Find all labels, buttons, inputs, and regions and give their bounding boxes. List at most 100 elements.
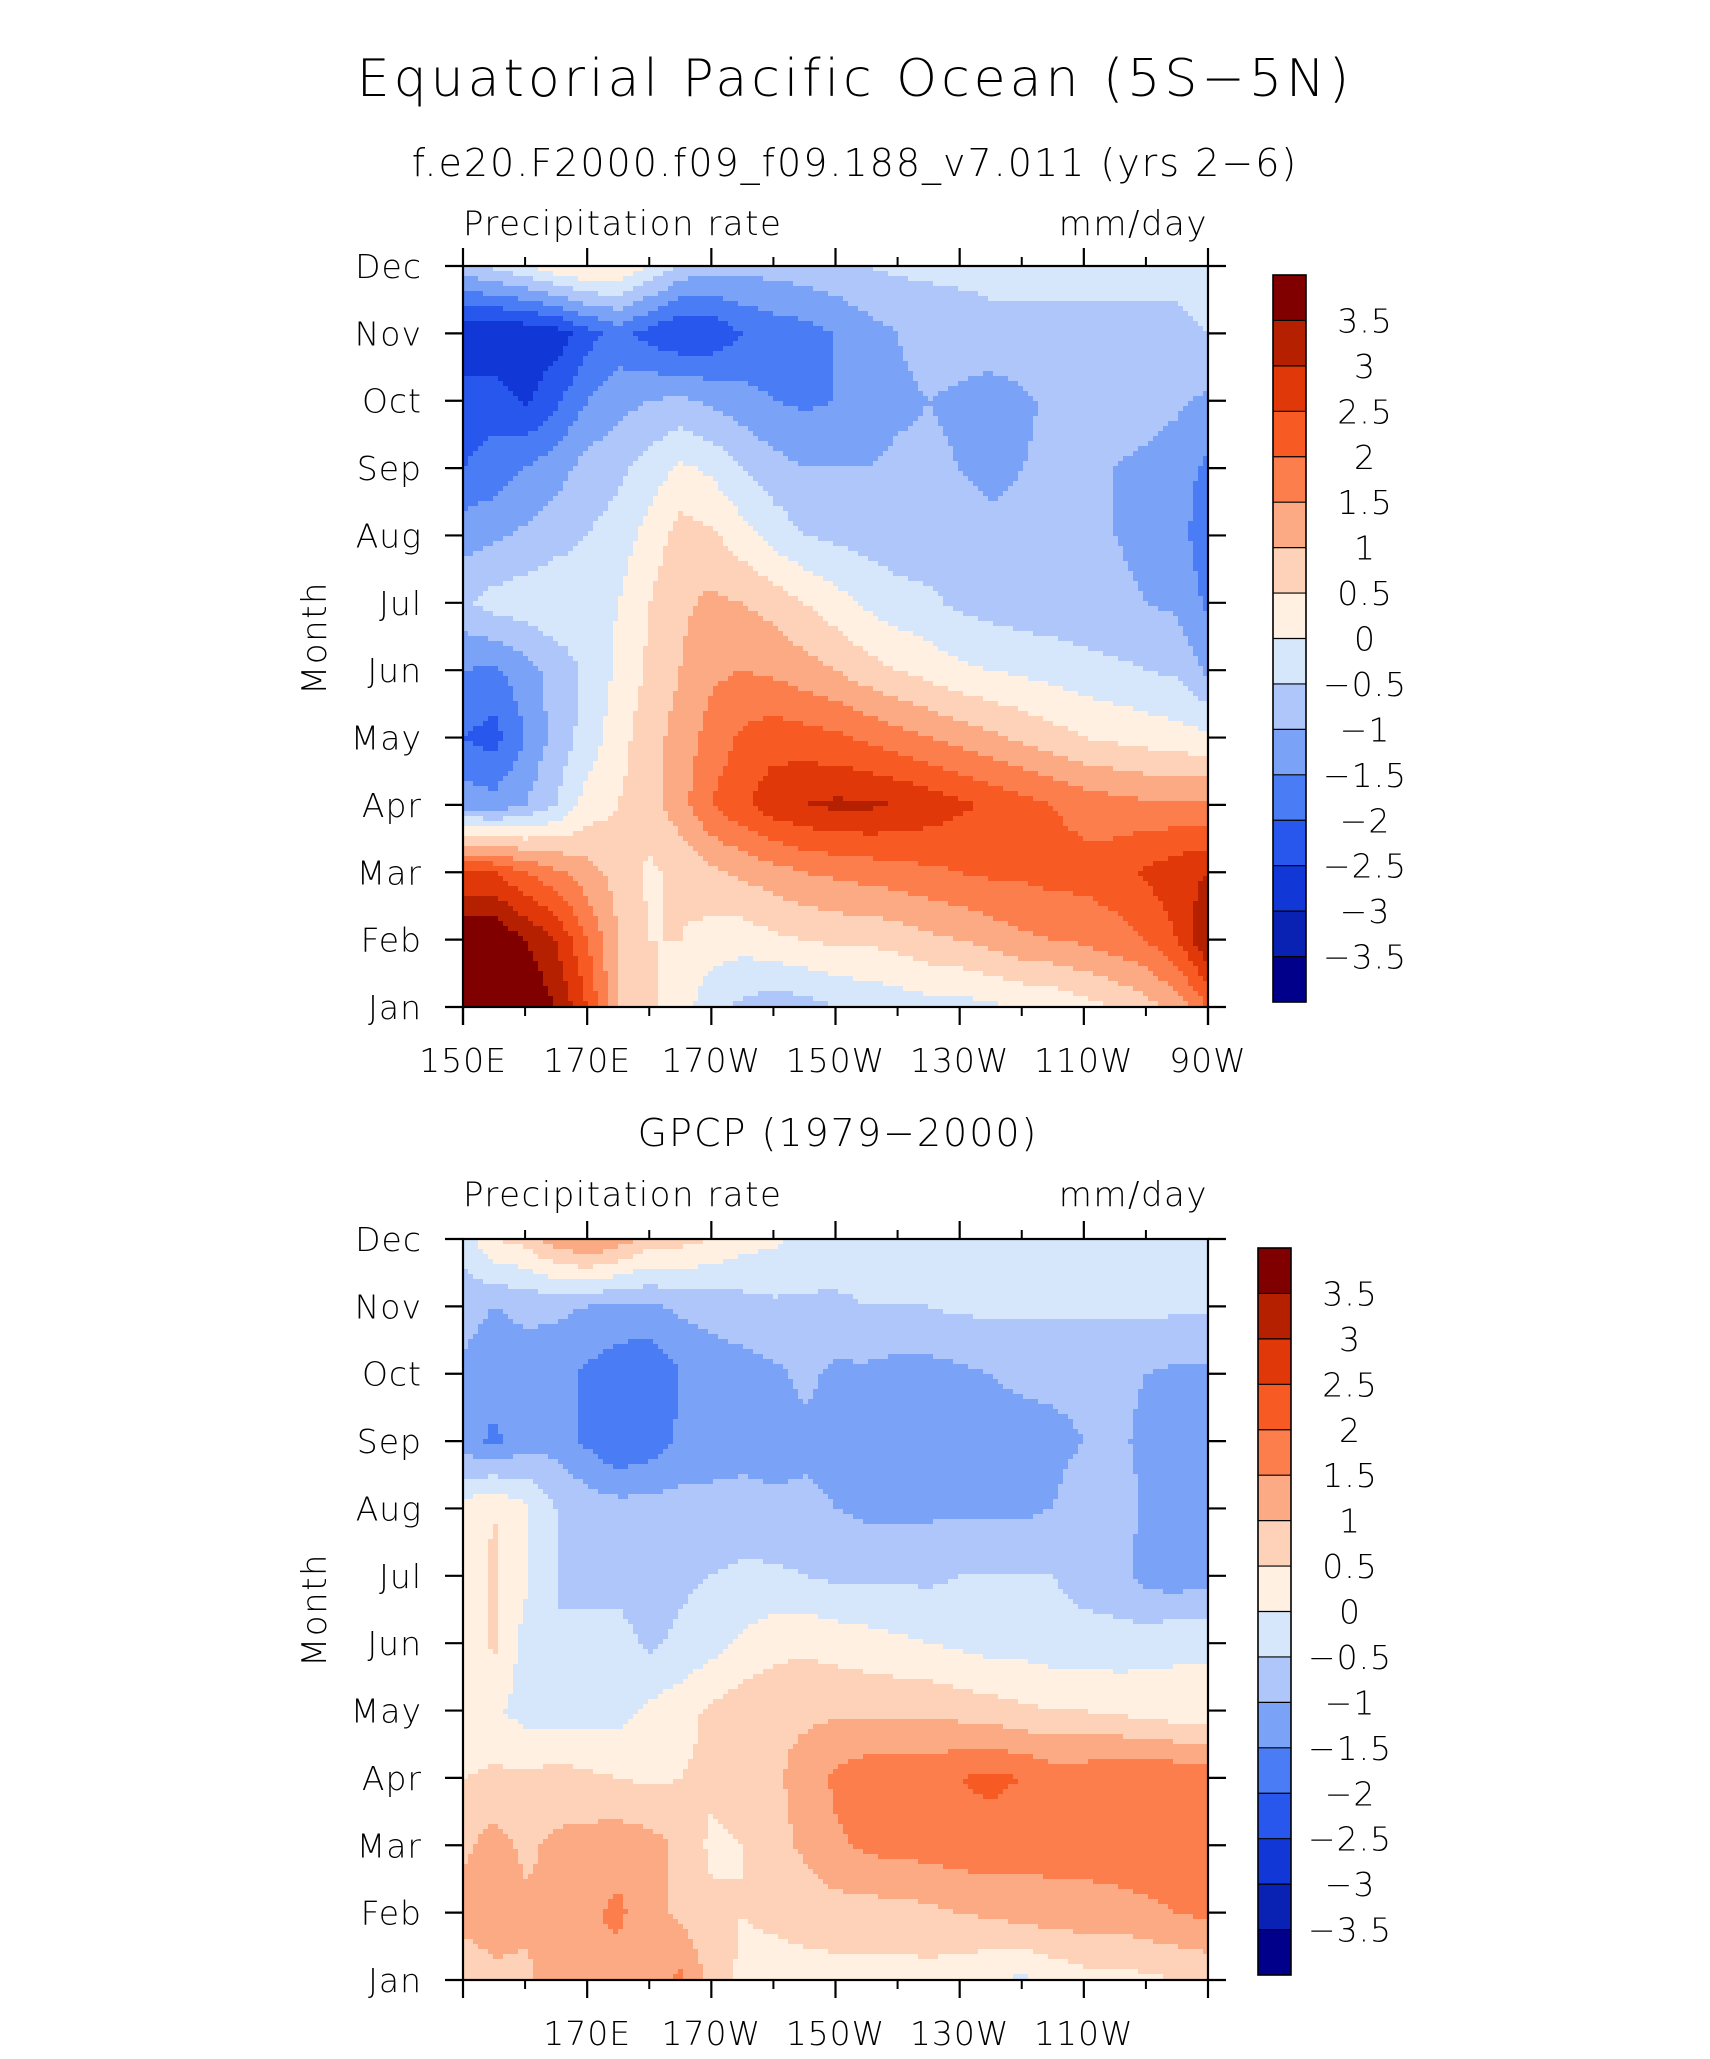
heatmap-cell [553,296,559,302]
heatmap-cell [1178,276,1184,282]
heatmap-cell [1128,276,1134,282]
heatmap-cell [583,316,589,322]
heatmap-cell [733,306,739,312]
heatmap-cell [1138,296,1144,302]
heatmap-cell [1013,286,1019,292]
heatmap-cell [1093,291,1099,297]
heatmap-cell [553,316,559,322]
heatmap-cell [798,286,804,292]
heatmap-cell [668,276,674,282]
heatmap-cell [908,296,914,302]
heatmap-cell [823,301,829,307]
heatmap-cell [638,311,644,317]
heatmap-cell [723,291,729,297]
heatmap-cell [698,276,704,282]
heatmap-cell [833,276,839,282]
heatmap-cell [838,311,844,317]
heatmap-cell [468,306,474,312]
heatmap-cell [648,276,654,282]
heatmap-cell [943,306,949,312]
heatmap-cell [513,311,519,317]
heatmap-cell [808,281,814,287]
heatmap-cell [688,296,694,302]
heatmap-cell [808,271,814,277]
heatmap-cell [898,291,904,297]
heatmap-cell [793,291,799,297]
heatmap-cell [478,276,484,282]
heatmap-cell [653,301,659,307]
heatmap-cell [918,281,924,287]
heatmap-cell [1003,286,1009,292]
heatmap-cell [583,306,589,312]
heatmap-cell [738,291,744,297]
heatmap-cell [1193,301,1199,307]
heatmap-cell [593,311,599,317]
heatmap-cell [988,291,994,297]
heatmap-cell [1018,306,1024,312]
heatmap-cell [993,286,999,292]
heatmap-cell [688,311,694,317]
heatmap-cell [1158,296,1164,302]
heatmap-cell [598,271,604,277]
heatmap-cell [1093,276,1099,282]
heatmap-cell [1128,306,1134,312]
heatmap-cell [643,291,649,297]
heatmap-cell [763,311,769,317]
heatmap-cell [468,301,474,307]
heatmap-cell [708,271,714,277]
heatmap-cell [718,296,724,302]
heatmap-cell [1018,276,1024,282]
heatmap-cell [658,311,664,317]
heatmap-cell [943,276,949,282]
heatmap-cell [768,311,774,317]
heatmap-cell [808,296,814,302]
heatmap-cell [1123,301,1129,307]
heatmap-cell [973,271,979,277]
heatmap-cell [1198,291,1204,297]
heatmap-cell [943,311,949,317]
heatmap-cell [908,271,914,277]
heatmap-cell [1078,276,1084,282]
heatmap-cell [1018,281,1024,287]
heatmap-cell [648,291,654,297]
heatmap-cell [468,271,474,277]
heatmap-cell [738,296,744,302]
heatmap-cell [958,286,964,292]
heatmap-cell [1178,296,1184,302]
heatmap-cell [953,301,959,307]
heatmap-cell [1163,306,1169,312]
heatmap-cell [1073,301,1079,307]
heatmap-cell [1003,281,1009,287]
heatmap-cell [958,281,964,287]
heatmap-cell [498,296,504,302]
heatmap-cell [618,281,624,287]
heatmap-cell [953,291,959,297]
heatmap-cell [983,286,989,292]
heatmap-cell [833,311,839,317]
heatmap-cell [853,296,859,302]
heatmap-cell [498,316,504,322]
heatmap-cell [843,271,849,277]
heatmap-cell [1098,286,1104,292]
heatmap-cell [1073,306,1079,312]
heatmap-cell [468,316,474,322]
heatmap-cell [1158,276,1164,282]
heatmap-cell [648,271,654,277]
heatmap-cell [983,306,989,312]
heatmap-cell [948,306,954,312]
heatmap-cell [1068,291,1074,297]
heatmap-cell [1138,311,1144,317]
heatmap-cell [503,301,509,307]
heatmap-cell [658,271,664,277]
heatmap-cell [528,286,534,292]
heatmap-cell [998,291,1004,297]
heatmap-cell [723,271,729,277]
heatmap-cell [1038,296,1044,302]
heatmap-cell [1018,286,1024,292]
heatmap-cell [1058,286,1064,292]
heatmap-cell [1158,291,1164,297]
heatmap-cell [858,271,864,277]
heatmap-cell [488,306,494,312]
heatmap-cell [973,301,979,307]
heatmap-cell [998,276,1004,282]
